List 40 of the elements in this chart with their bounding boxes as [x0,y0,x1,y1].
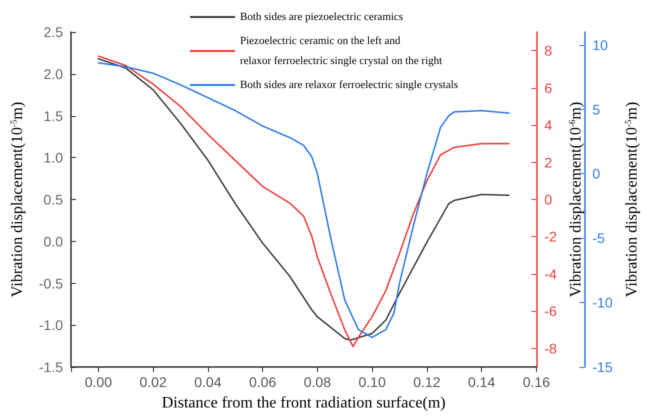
y3-tick-label: -5 [592,230,606,246]
y3-tick-label: -10 [592,294,613,311]
y-tick-label: 1.0 [44,150,64,166]
y-tick-label: 0.5 [44,192,64,208]
y3-tick-label: 5 [592,101,600,118]
y2-tick-label: 6 [544,80,552,96]
x-tick-label: 0.04 [194,374,222,390]
y2-tick-label: 0 [544,192,552,208]
legend-label: Both sides are relaxor ferroelectric single crystals [240,79,458,91]
x-tick-label: 0.00 [84,374,112,390]
x-tick-label: 0.16 [522,374,550,390]
y-tick-label: 1.5 [44,108,64,124]
x-tick-label: 0.02 [140,374,167,390]
y-tick-label: 2.5 [44,24,64,40]
y-tick-label: 0.0 [44,233,64,250]
y-tick-label: 2.0 [44,66,64,82]
y2-tick-label: -4 [544,266,558,282]
y-tick-label: -1.5 [38,359,64,375]
y-tick-label: -0.5 [38,275,64,292]
y2-tick-label: 8 [544,42,552,59]
y3-axis-title: Vibration displacement(10-5m) [623,102,640,298]
x-tick-label: 0.08 [304,374,332,390]
y3-tick-label: -15 [592,359,613,375]
y-axis-title: Vibration displacement(10-5m) [8,102,26,298]
x-axis-title: Distance from the front radiation surface(m) [162,394,446,412]
x-tick-label: 0.14 [468,374,496,390]
y2-tick-label: -2 [544,228,558,245]
y3-tick-label: 10 [592,36,608,53]
y2-axis-title: Vibration displacement(10-6m) [567,102,585,298]
y2-tick-label: 2 [544,154,552,170]
y2-tick-label: -6 [544,303,558,320]
x-tick-label: 0.12 [413,374,441,390]
x-tick-label: 0.06 [248,374,276,390]
y-tick-label: -1.0 [38,317,64,334]
y2-tick-label: -8 [544,340,558,356]
y2-tick-label: 4 [544,117,552,134]
legend-label: Both sides are piezoelectric ceramics [240,11,404,23]
x-tick-label: 0.10 [358,374,386,390]
y3-tick-label: 0 [592,166,600,182]
legend-label: Piezoelectric ceramic on the left and relaxor ferroelectric single crystal on the right [240,35,442,67]
